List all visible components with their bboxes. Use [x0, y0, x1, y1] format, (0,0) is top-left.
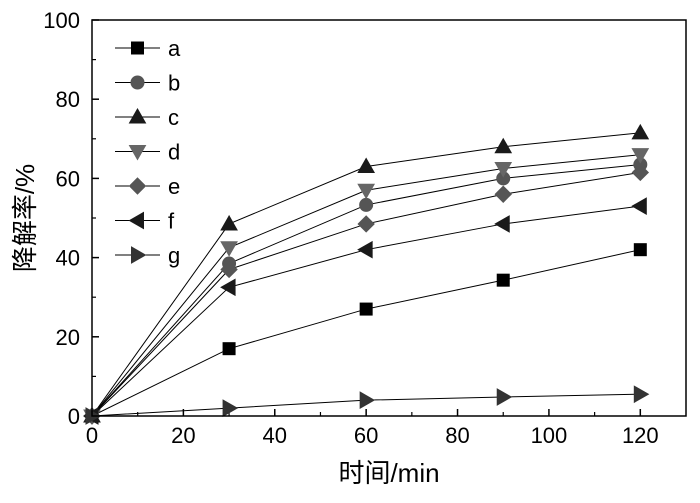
series-line-a [91, 249, 641, 417]
y-tick-label: 40 [56, 246, 80, 271]
x-tick-label: 40 [263, 423, 287, 448]
x-tick-label: 100 [531, 423, 568, 448]
y-tick-label: 0 [68, 404, 80, 429]
data-point-c [494, 137, 513, 154]
data-point-e [631, 163, 650, 182]
x-tick-label: 80 [445, 423, 469, 448]
legend-label: f [168, 209, 175, 234]
x-tick-label: 20 [171, 423, 195, 448]
series-lines [82, 123, 650, 426]
axis-ticks: 0 20 40 60 80 100 120 0 20 40 60 80 100 [43, 8, 658, 448]
legend-item-g: g [115, 243, 180, 268]
series-e [83, 163, 650, 425]
legend-item-a: a [115, 36, 181, 61]
legend-marker-a [131, 41, 144, 55]
data-point-d [357, 183, 376, 200]
legend-marker-f [128, 211, 144, 230]
legend-label: g [168, 243, 180, 268]
data-point-f [220, 278, 236, 297]
legend-item-c: c [115, 105, 179, 130]
y-tick-label: 100 [43, 8, 80, 33]
data-point-c [631, 123, 650, 140]
data-point-f [357, 240, 373, 259]
data-point-d [631, 148, 650, 164]
y-tick-label: 80 [56, 87, 80, 112]
y-tick-label: 60 [56, 166, 80, 191]
data-point-a [496, 273, 510, 287]
data-point-a [222, 342, 236, 356]
legend-label: d [168, 140, 180, 165]
x-tick-label: 60 [354, 423, 378, 448]
x-tick-label: 120 [622, 423, 659, 448]
data-point-a [359, 302, 373, 316]
plot-frame [91, 19, 687, 417]
legend-label: e [168, 174, 180, 199]
legend-marker-g [131, 246, 147, 264]
data-point-g [496, 388, 513, 406]
legend-marker-c [128, 107, 147, 124]
data-point-g [633, 385, 650, 404]
data-point-g [222, 399, 239, 417]
data-point-c [220, 214, 238, 231]
data-point-f [494, 215, 510, 233]
data-point-g [359, 391, 376, 410]
legend-marker-e [128, 177, 147, 195]
data-point-c [357, 157, 376, 174]
legend-item-d: d [115, 140, 180, 165]
x-tick-label: 0 [86, 423, 98, 448]
data-point-d [494, 162, 513, 178]
legend-item-b: b [115, 71, 180, 96]
legend-label: b [168, 71, 180, 96]
legend-label: c [168, 105, 179, 130]
series-c [83, 123, 650, 423]
data-point-d [220, 241, 238, 257]
y-axis-label: 降解率/% [10, 164, 40, 272]
data-point-a [633, 243, 647, 257]
legend-label: a [168, 36, 181, 61]
legend-marker-d [128, 145, 147, 161]
data-point-e [494, 185, 512, 203]
data-point-e [220, 260, 238, 279]
series-g [85, 385, 650, 425]
x-axis-label: 时间/min [338, 458, 439, 488]
legend-item-f: f [115, 209, 175, 234]
y-tick-label: 20 [56, 325, 80, 350]
data-point-b [359, 197, 374, 212]
data-point-f [631, 197, 647, 215]
legend-item-e: e [115, 174, 180, 199]
series-f [82, 197, 647, 425]
data-point-e [357, 215, 375, 233]
legend-marker-b [130, 75, 145, 90]
